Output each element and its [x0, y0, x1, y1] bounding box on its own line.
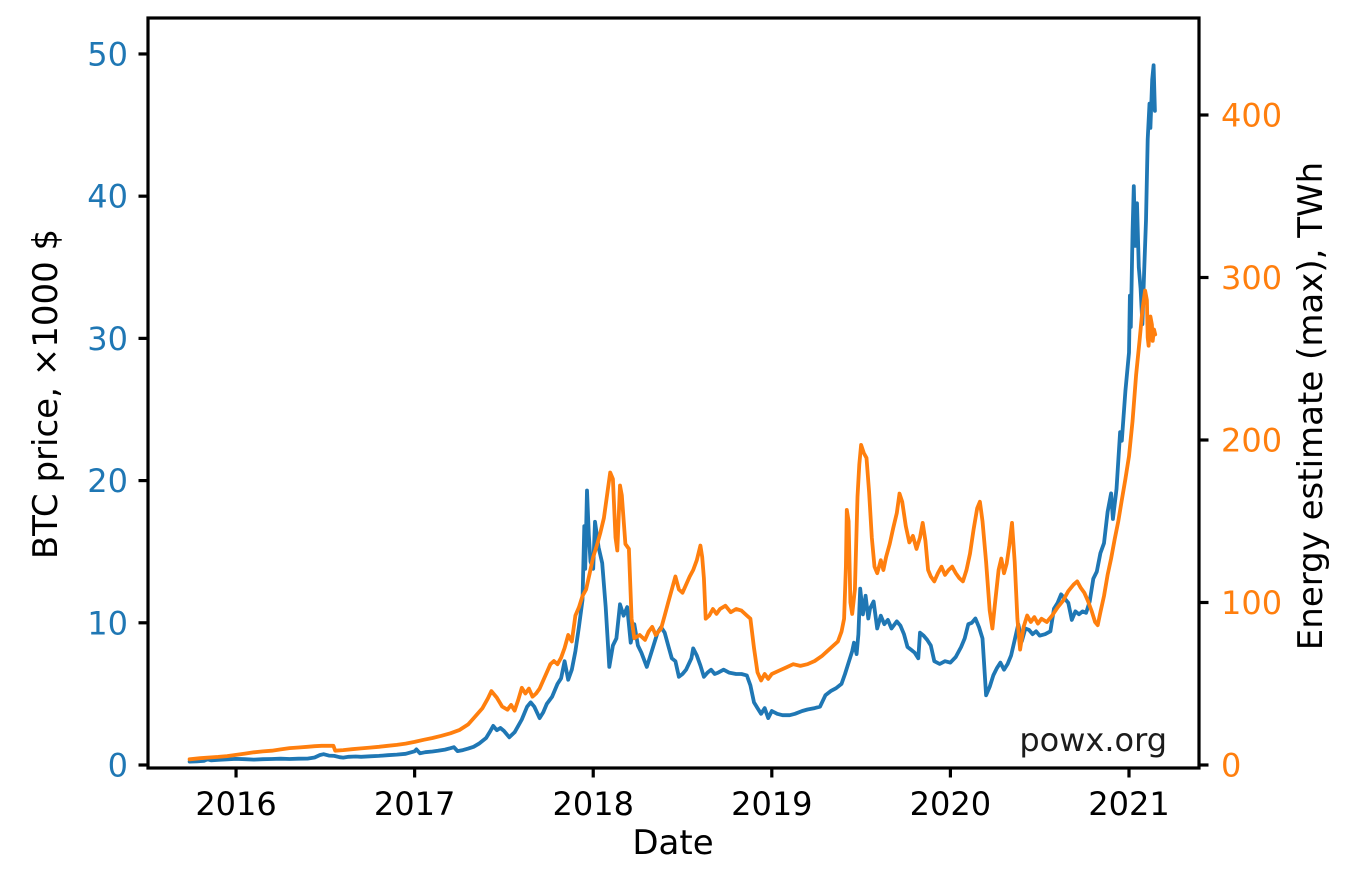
left-tick-label: 40	[87, 178, 128, 216]
right-axis-label: Energy estimate (max), TWh	[1291, 161, 1331, 651]
left-tick-label: 50	[87, 35, 128, 73]
x-tick-label: 2019	[731, 785, 812, 823]
left-tick-label: 30	[87, 320, 128, 358]
right-tick-label: 300	[1221, 259, 1282, 297]
right-tick-label: 200	[1221, 421, 1282, 459]
x-tick-label: 2018	[553, 785, 634, 823]
right-tick-label: 400	[1221, 96, 1282, 134]
left-tick-label: 0	[108, 746, 128, 784]
x-tick-label: 2021	[1088, 785, 1169, 823]
x-tick-label: 2017	[374, 785, 455, 823]
x-tick-label: 2016	[195, 785, 276, 823]
x-tick-label: 2020	[910, 785, 991, 823]
x-axis-label: Date	[632, 823, 714, 863]
watermark-annotation: powx.org	[1019, 721, 1167, 759]
btc-price-line	[187, 63, 1157, 764]
left-tick-label: 20	[87, 462, 128, 500]
right-tick-label: 0	[1221, 747, 1241, 785]
plot-spines	[146, 16, 1201, 770]
left-tick-label: 10	[87, 604, 128, 642]
right-tick-label: 100	[1221, 584, 1282, 622]
left-axis-label: BTC price, ×1000 $	[26, 228, 66, 560]
energy-estimate-line	[187, 288, 1158, 762]
